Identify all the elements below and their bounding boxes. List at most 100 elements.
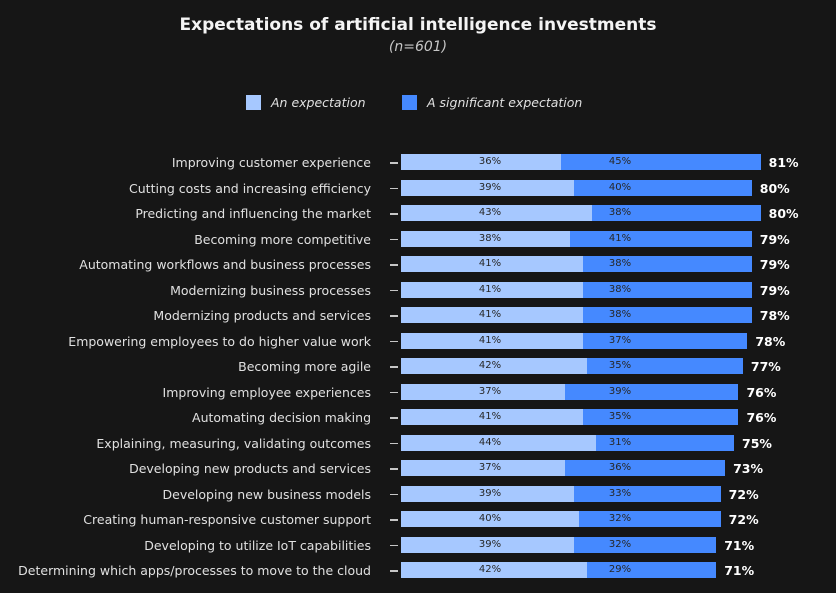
bar-significant <box>578 511 721 527</box>
bar-expectation <box>401 511 579 527</box>
bar-expectation <box>401 383 566 400</box>
bar-significant <box>596 434 734 451</box>
bar-significant <box>591 205 761 221</box>
bar-value-label: 31% <box>608 436 632 448</box>
bar-expectation <box>401 281 584 298</box>
bar-total-label: 72% <box>728 486 759 502</box>
bar-total-label: 76% <box>746 384 777 400</box>
axis-tick <box>390 417 398 419</box>
category-label: Developing new products and services <box>129 461 371 476</box>
axis-tick <box>390 289 398 291</box>
bar-total-label: 71% <box>724 537 755 553</box>
bar-total-label: 72% <box>728 512 759 527</box>
axis-tick <box>390 544 398 546</box>
bar-value-label: 38% <box>478 232 502 244</box>
bar-value-label: 41% <box>478 283 502 295</box>
bar-significant <box>565 460 726 476</box>
bar-expectation <box>401 562 588 578</box>
bar-expectation <box>401 154 561 170</box>
bar-total-label: 71% <box>724 563 755 578</box>
bar-total-label: 77% <box>750 359 781 374</box>
bar-value-label: 41% <box>478 334 502 346</box>
bar-expectation <box>401 358 588 374</box>
bar-total-label: 79% <box>759 231 790 247</box>
category-label: Improving employee experiences <box>162 384 371 400</box>
legend-label: An expectation <box>271 95 366 110</box>
bar-value-label: 38% <box>608 283 632 295</box>
bar-value-label: 37% <box>478 385 502 397</box>
bar-total-label: 78% <box>759 308 790 323</box>
bar-value-label: 39% <box>478 487 502 499</box>
bar-significant <box>587 562 717 578</box>
bar-value-label: 41% <box>608 232 632 244</box>
bar-expectation <box>401 536 575 553</box>
bar-value-label: 42% <box>478 360 502 371</box>
bar-value-label: 39% <box>608 385 632 397</box>
axis-tick <box>390 187 398 189</box>
bar-value-label: 42% <box>478 564 502 575</box>
bar-significant <box>587 358 743 374</box>
bar-value-label: 44% <box>478 436 502 448</box>
axis-tick <box>390 238 398 240</box>
axis-tick <box>390 570 398 572</box>
bar-significant <box>574 536 717 553</box>
bar-expectation <box>401 434 597 451</box>
axis-tick <box>390 264 398 266</box>
chart-subtitle: (n=601) <box>388 39 448 55</box>
bar-total-label: 73% <box>733 461 764 476</box>
bar-significant <box>560 154 761 170</box>
bar-significant <box>569 230 752 247</box>
category-label: Becoming more competitive <box>194 231 371 247</box>
bar-value-label: 36% <box>608 462 632 473</box>
bar-total-label: 80% <box>768 206 799 221</box>
category-label: Predicting and influencing the market <box>135 206 371 221</box>
bar-total-label: 75% <box>742 435 772 451</box>
bar-value-label: 35% <box>608 360 632 371</box>
bar-significant <box>574 485 721 502</box>
bar-significant <box>574 179 752 196</box>
bar-value-label: 45% <box>608 156 632 167</box>
bar-value-label: 38% <box>608 309 632 320</box>
bar-expectation <box>401 179 575 196</box>
category-label: Improving customer experience <box>171 155 371 170</box>
legend-item-expectation: An expectation <box>246 95 366 110</box>
axis-tick <box>390 468 398 470</box>
bar-total-label: 81% <box>768 155 799 170</box>
axis-tick <box>390 315 398 317</box>
bar-value-label: 40% <box>608 181 632 193</box>
bar-value-label: 38% <box>608 258 632 269</box>
category-label: Developing to utilize IoT capabilities <box>144 537 371 553</box>
bar-significant <box>583 307 752 323</box>
bar-total-label: 76% <box>746 410 777 425</box>
axis-tick <box>390 442 398 444</box>
bar-value-label: 32% <box>608 538 632 550</box>
bar-expectation <box>401 205 592 221</box>
bar-value-label: 37% <box>608 334 632 346</box>
bar-value-label: 35% <box>608 411 632 422</box>
category-label: Modernizing products and services <box>153 308 371 323</box>
bar-value-label: 40% <box>478 513 502 524</box>
category-label: Developing new business models <box>162 486 371 502</box>
bar-total-label: 78% <box>755 333 786 349</box>
legend-swatch-expectation <box>246 95 261 110</box>
legend-label: A significant expectation <box>427 95 583 110</box>
bar-value-label: 29% <box>608 564 632 575</box>
legend-item-significant: A significant expectation <box>402 95 582 110</box>
category-label: Modernizing business processes <box>170 282 371 298</box>
bar-significant <box>565 383 739 400</box>
bar-value-label: 36% <box>478 156 502 167</box>
axis-tick <box>390 213 398 215</box>
bar-expectation <box>401 230 570 247</box>
bar-expectation <box>401 332 584 349</box>
bar-expectation <box>401 409 584 425</box>
bar-significant <box>583 332 748 349</box>
category-label: Becoming more agile <box>238 359 371 374</box>
bar-value-label: 39% <box>478 538 502 550</box>
axis-tick <box>390 162 398 164</box>
bar-expectation <box>401 256 584 272</box>
bar-value-label: 38% <box>608 207 632 218</box>
bar-value-label: 32% <box>608 513 632 524</box>
axis-tick <box>390 519 398 521</box>
bar-total-label: 79% <box>759 257 790 272</box>
axis-tick <box>390 340 398 342</box>
